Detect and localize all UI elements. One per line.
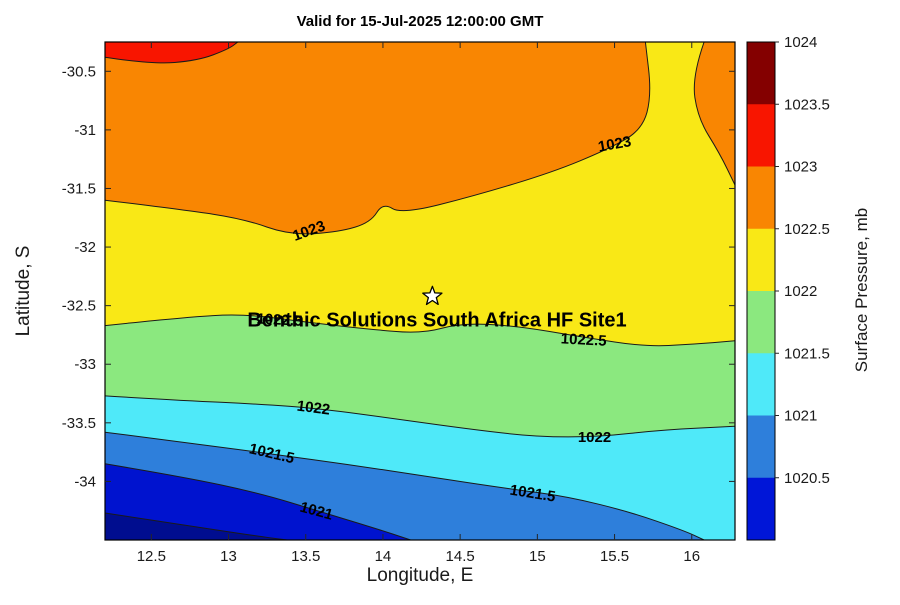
y-tick-label: -32.5: [62, 298, 96, 315]
colorbar-band: [747, 415, 775, 479]
colorbar-band: [747, 42, 775, 105]
contour-label-1022: 1022: [296, 398, 331, 419]
colorbar-tick-label: 1021: [784, 408, 817, 425]
colorbar-label: Surface Pressure, mb: [852, 207, 871, 373]
colorbar-tick-label: 1024: [784, 34, 817, 51]
contour-line-1020.5: [105, 512, 288, 540]
colorbar-tick-label: 1021.5: [784, 345, 830, 362]
x-tick-label: 12.5: [137, 548, 166, 565]
y-tick-label: -33: [74, 356, 96, 373]
y-tick-label: -34: [74, 473, 96, 490]
y-tick-label: -31.5: [62, 180, 96, 197]
contour-label-1022: 1022: [578, 429, 611, 446]
x-tick-label: 15.5: [600, 548, 629, 565]
contour-label-1023: 1023: [597, 133, 633, 156]
y-tick-label: -33.5: [62, 415, 96, 432]
colorbar-band: [747, 291, 775, 354]
site-marker-label: Benthic Solutions South Africa HF Site1: [247, 310, 626, 332]
plot-border: [104, 41, 736, 541]
y-tick-label: -32: [74, 239, 96, 256]
colorbar-band: [747, 228, 775, 292]
contour-line-1023: [105, 42, 651, 235]
contour-label-1022.5: 1022.5: [560, 330, 607, 349]
contour-label-1022.5: 1022.5: [256, 311, 303, 330]
contour-label-1021.5: 1021.5: [509, 482, 557, 506]
site-marker-star: [422, 285, 443, 306]
colorbar-tick-label: 1022: [784, 283, 817, 300]
colorbar-tick-label: 1022.5: [784, 221, 830, 238]
colorbar-band: [747, 353, 775, 416]
colorbar-band: [747, 166, 775, 230]
contour-line-1022: [105, 395, 735, 438]
colorbar-band: [747, 477, 775, 541]
band-below-1023: [694, 42, 735, 185]
contour-line-1023: [693, 42, 735, 186]
contour-line-1023.5: [105, 42, 239, 64]
x-tick-label: 16: [683, 548, 700, 565]
x-tick-label: 14.5: [446, 548, 475, 565]
x-tick-label: 13.5: [291, 548, 320, 565]
band-below-1020.5: [105, 513, 288, 540]
x-tick-label: 13: [220, 548, 237, 565]
x-axis-label: Longitude, E: [366, 565, 474, 586]
colorbar-tick-label: 1023: [784, 159, 817, 176]
contour-line-1021: [105, 463, 411, 540]
x-tick-label: 14: [375, 548, 392, 565]
colorbar-band: [747, 104, 775, 167]
contour-fill-layer: [105, 42, 735, 540]
colorbar-tick-label: 1020.5: [784, 470, 830, 487]
contour-line-1022.5: [105, 314, 735, 347]
y-tick-label: -30.5: [62, 63, 96, 80]
contour-line-1021.5: [105, 431, 705, 540]
y-tick-label: -31: [74, 122, 96, 139]
y-axis-label: Latitude, S: [13, 245, 34, 337]
contour-line-layer: [105, 42, 735, 540]
chart-title: Valid for 15-Jul-2025 12:00:00 GMT: [296, 13, 544, 30]
colorbar-tick-label: 1023.5: [784, 96, 830, 113]
band-below-1023.5: [105, 42, 238, 63]
x-tick-label: 15: [529, 548, 546, 565]
band-below-1021: [105, 463, 411, 540]
